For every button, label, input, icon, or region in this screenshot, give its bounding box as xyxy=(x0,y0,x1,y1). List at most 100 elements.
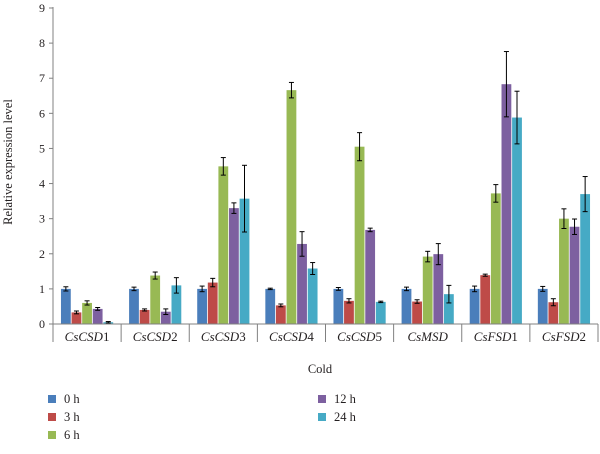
bar xyxy=(160,311,171,324)
error-bar xyxy=(582,176,588,213)
bar xyxy=(171,285,182,324)
legend-item: 12 h xyxy=(318,392,357,406)
x-tick-label: CsFSD2 xyxy=(542,329,586,344)
bar xyxy=(344,300,354,324)
legend-label: 6 h xyxy=(64,428,80,442)
legend-swatch xyxy=(48,431,56,439)
error-bar xyxy=(142,308,148,312)
bar xyxy=(365,229,376,324)
error-bar xyxy=(540,285,546,292)
x-tick-label: CsCSD3 xyxy=(201,329,246,344)
x-axis-category-labels: CsCSD1 CsCSD2 CsCSD3 CsCSD4 CsCSD5 CsMSD CsFSD… xyxy=(65,329,586,344)
error-bar xyxy=(357,132,363,162)
bar xyxy=(490,193,501,324)
x-tick-label: CsCSD2 xyxy=(133,329,178,344)
y-tick-label: 7 xyxy=(39,71,45,85)
legend-swatch xyxy=(318,413,326,421)
bar-series xyxy=(60,84,591,325)
legend-label: 12 h xyxy=(334,392,357,406)
error-bar xyxy=(84,300,90,306)
bar xyxy=(297,243,307,324)
x-tick-label: CsCSD1 xyxy=(65,329,110,344)
bar xyxy=(60,288,71,324)
error-bar xyxy=(335,286,341,291)
bar xyxy=(422,256,433,324)
bar xyxy=(469,288,480,324)
error-bar xyxy=(95,306,101,311)
error-bar xyxy=(278,303,284,308)
error-bar xyxy=(414,299,420,304)
bar xyxy=(412,301,422,324)
error-bar xyxy=(105,321,111,324)
error-bar xyxy=(299,231,305,257)
error-bar xyxy=(446,284,452,304)
bar xyxy=(150,275,161,324)
legend-swatch xyxy=(48,395,56,403)
bar xyxy=(580,194,591,324)
error-bar xyxy=(346,298,352,304)
x-axis-title: Cold xyxy=(308,362,333,376)
bar xyxy=(537,288,548,324)
bar xyxy=(333,288,344,324)
error-bar xyxy=(493,184,499,203)
bar xyxy=(92,308,103,324)
error-bar xyxy=(310,262,316,275)
error-bar xyxy=(152,271,158,280)
legend-item: 0 h xyxy=(48,392,80,406)
error-bar xyxy=(131,286,137,292)
y-tick-label: 4 xyxy=(39,177,45,191)
bar xyxy=(307,268,318,324)
bar xyxy=(433,254,444,324)
bar xyxy=(82,302,92,324)
error-bar xyxy=(403,286,409,292)
error-bar xyxy=(561,208,567,229)
y-tick-label: 2 xyxy=(39,247,45,261)
legend-label: 24 h xyxy=(334,410,357,424)
bar xyxy=(197,288,208,324)
legend-item: 6 h xyxy=(48,428,80,442)
legend: 0 h 3 h 6 h 12 h 24 h xyxy=(48,392,357,442)
error-bar xyxy=(220,157,226,176)
bar xyxy=(512,117,522,325)
error-bar xyxy=(425,250,431,263)
bar xyxy=(480,275,491,324)
x-tick-label: CsCSD5 xyxy=(337,329,382,344)
y-tick-label: 5 xyxy=(39,141,45,155)
error-bar xyxy=(173,277,179,294)
bar xyxy=(139,309,150,324)
error-bar xyxy=(63,286,69,292)
bar xyxy=(275,305,286,324)
bar xyxy=(265,288,276,324)
bar xyxy=(501,84,512,325)
legend-swatch xyxy=(318,395,326,403)
y-axis-title: Relative expression level xyxy=(1,99,15,225)
x-tick-label: CsCSD4 xyxy=(269,329,314,344)
error-bar xyxy=(378,300,384,304)
legend-item: 24 h xyxy=(318,410,357,424)
y-axis-ticks: 0 1 2 3 4 5 6 7 8 9 xyxy=(39,1,53,331)
axes xyxy=(52,7,599,342)
y-tick-label: 9 xyxy=(39,1,45,15)
error-bar xyxy=(288,81,294,99)
error-bar xyxy=(267,287,273,291)
bar xyxy=(548,302,559,324)
y-tick-label: 1 xyxy=(39,282,45,296)
error-bar xyxy=(572,218,578,235)
legend-label: 3 h xyxy=(64,410,80,424)
x-tick-label: CsFSD1 xyxy=(474,329,518,344)
bar xyxy=(218,166,229,324)
y-tick-label: 0 xyxy=(39,317,45,331)
bar xyxy=(229,208,239,324)
y-tick-label: 3 xyxy=(39,212,45,226)
error-bar xyxy=(472,285,478,293)
error-bar xyxy=(435,243,441,266)
error-bar xyxy=(482,273,488,277)
bar xyxy=(239,198,250,324)
bar xyxy=(569,226,580,324)
error-bar xyxy=(210,277,216,288)
bar xyxy=(354,146,365,324)
error-bar xyxy=(163,308,169,316)
error-bar xyxy=(503,51,509,118)
error-bar xyxy=(231,202,237,214)
